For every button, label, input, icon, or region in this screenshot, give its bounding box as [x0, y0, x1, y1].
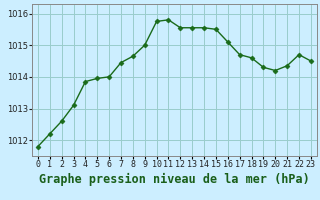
X-axis label: Graphe pression niveau de la mer (hPa): Graphe pression niveau de la mer (hPa) — [39, 173, 310, 186]
